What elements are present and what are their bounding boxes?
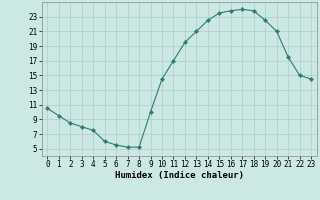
X-axis label: Humidex (Indice chaleur): Humidex (Indice chaleur) <box>115 171 244 180</box>
